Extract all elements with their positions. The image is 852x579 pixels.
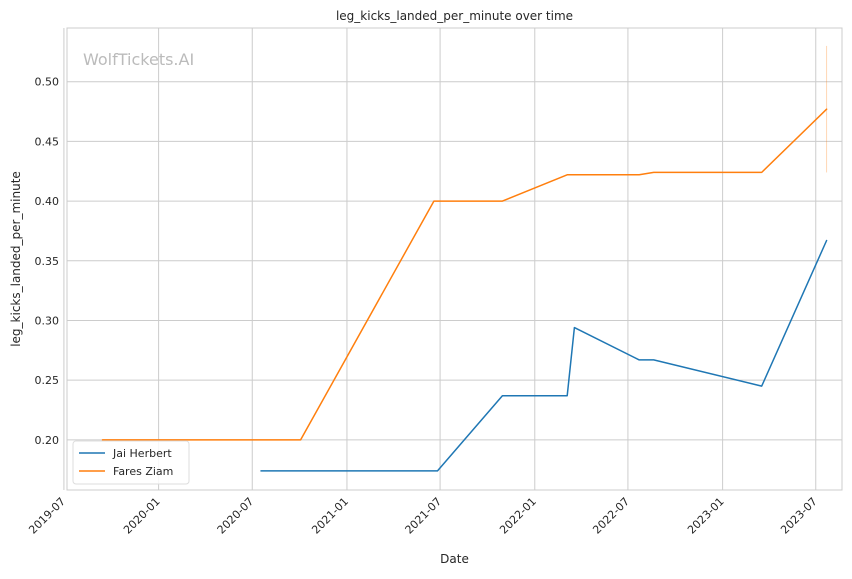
- y-tick-label: 0.25: [35, 374, 60, 387]
- chart-title: leg_kicks_landed_per_minute over time: [336, 9, 573, 23]
- y-tick-label: 0.50: [35, 76, 60, 89]
- y-tick-label: 0.40: [35, 195, 60, 208]
- y-axis-label: leg_kicks_landed_per_minute: [9, 171, 23, 347]
- legend-label-jai-herbert: Jai Herbert: [112, 447, 172, 460]
- x-axis-label: Date: [440, 552, 469, 566]
- y-tick-label: 0.35: [35, 255, 60, 268]
- series-line-fares-ziam: [101, 108, 828, 441]
- y-tick-label: 0.45: [35, 135, 60, 148]
- watermark: WolfTickets.AI: [83, 50, 194, 69]
- plot-area-frame: [66, 27, 843, 491]
- y-tick-label: 0.20: [35, 434, 60, 447]
- legend-label-fares-ziam: Fares Ziam: [113, 465, 173, 478]
- series-lines: [101, 45, 828, 472]
- legend-box: [72, 440, 190, 485]
- legend: Jai Herbert Fares Ziam: [72, 440, 190, 485]
- y-tick-label: 0.30: [35, 314, 60, 327]
- series-line-jai-herbert: [260, 239, 828, 472]
